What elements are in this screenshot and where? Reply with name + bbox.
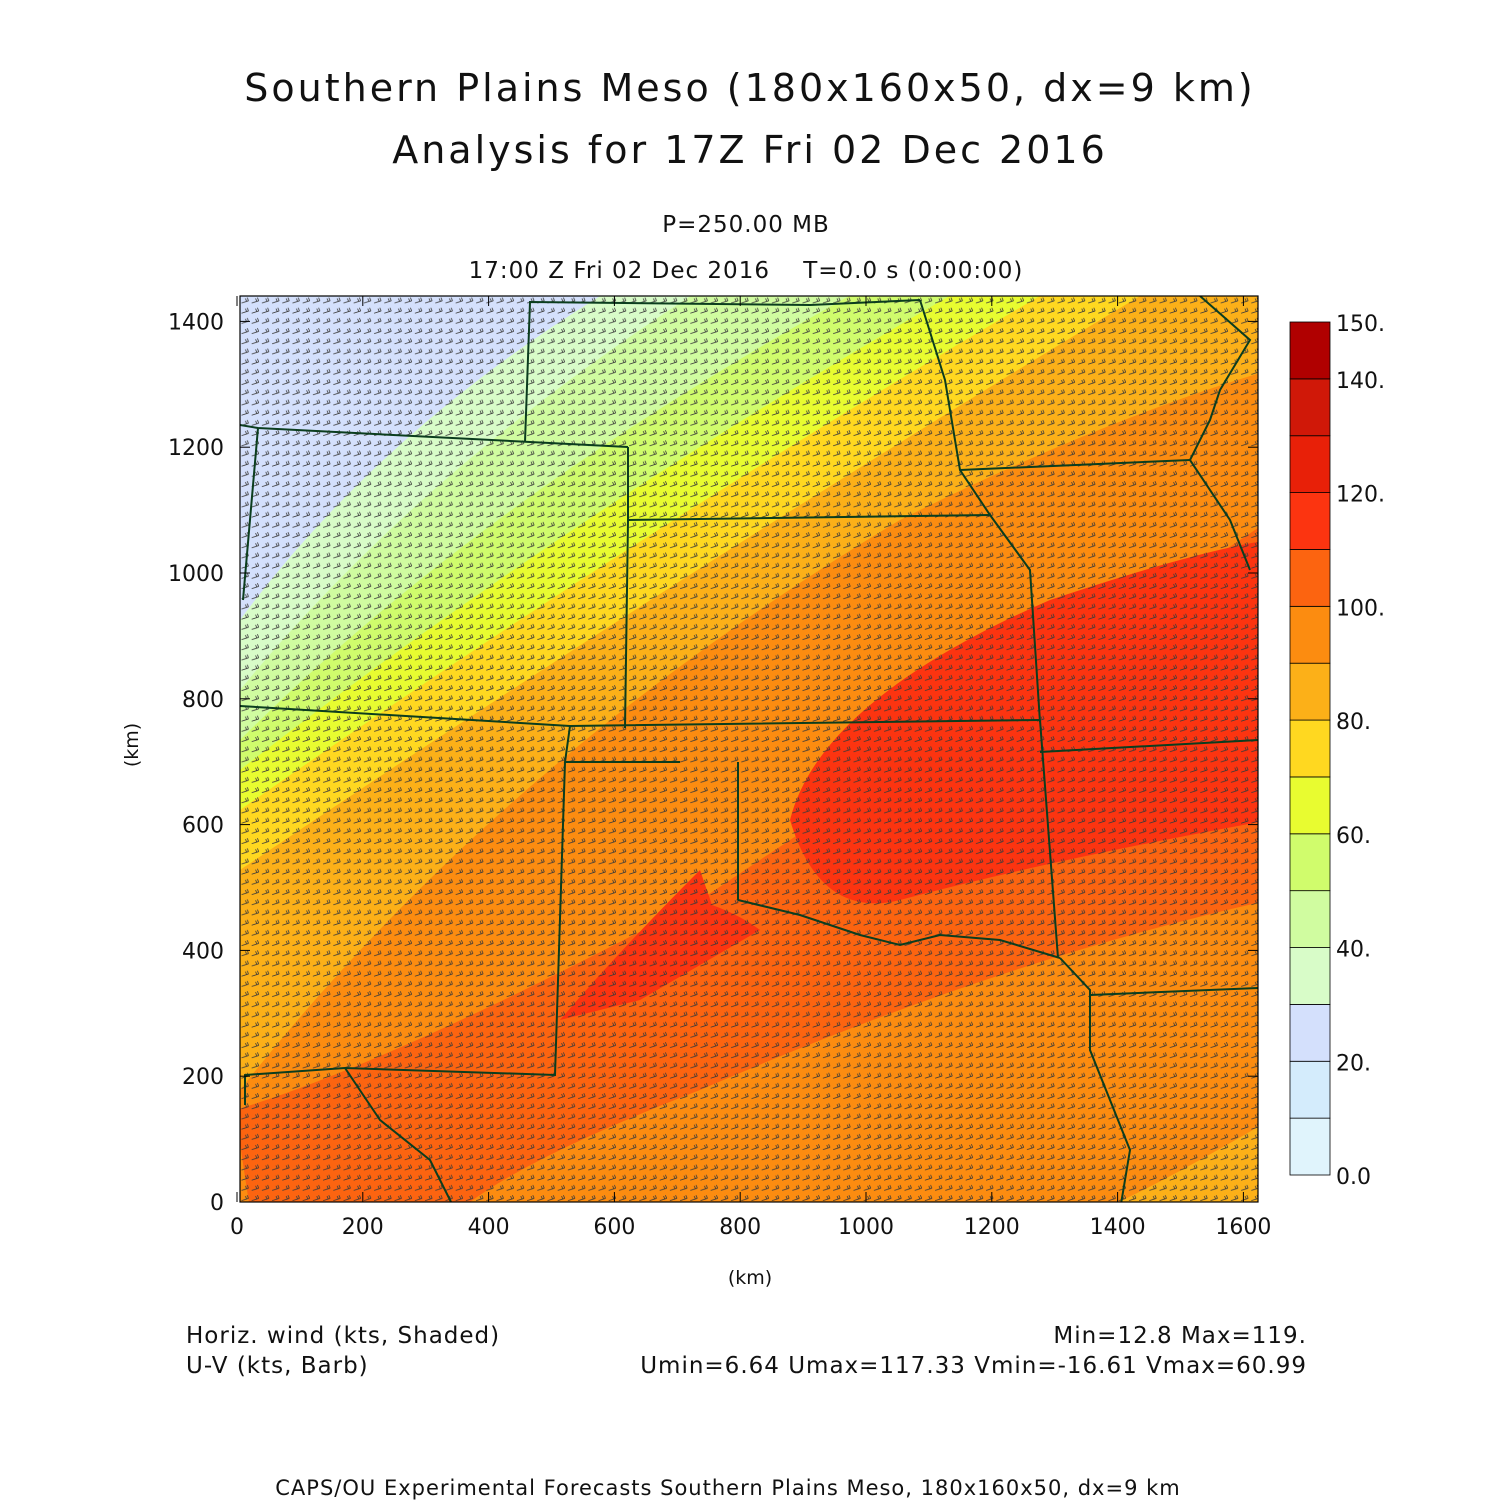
colorbar-bin-140 xyxy=(1289,321,1331,380)
x-tick-label: 1000 xyxy=(838,1215,894,1240)
x-tick-label: 1400 xyxy=(1090,1215,1146,1240)
y-tick-label: 0 xyxy=(210,1191,224,1216)
colorbar-bin-30 xyxy=(1289,947,1331,1005)
state-border-line xyxy=(919,299,1041,723)
min-max-stats: Min=12.8 Max=119. xyxy=(1053,1323,1307,1349)
colorbar-bin-70 xyxy=(1289,719,1331,778)
pressure-level: P=250.00 MB xyxy=(662,212,830,238)
plot-frame xyxy=(239,295,1259,1203)
colorbar-bin-100 xyxy=(1289,549,1331,607)
chart-title-line2: Analysis for 17Z Fri 02 Dec 2016 xyxy=(392,128,1108,172)
state-border-line xyxy=(524,299,921,443)
y-axis-label: (km) xyxy=(121,723,143,767)
colorbar-label: 150. xyxy=(1336,312,1385,337)
y-tick-label: 1200 xyxy=(168,436,224,461)
colorbar: 0.0 20. 40. 60. 80. 100. 120. 140. 150. xyxy=(1289,312,1385,1190)
y-tick-label: 200 xyxy=(182,1065,224,1090)
colorbar-label: 100. xyxy=(1336,596,1385,621)
colorbar-label: 60. xyxy=(1336,824,1371,849)
state-border-line xyxy=(242,427,259,601)
y-tick-label: 800 xyxy=(182,688,224,713)
colorbar-bin-120 xyxy=(1289,435,1331,494)
colorbar-bin-20 xyxy=(1289,1004,1331,1062)
state-border-line xyxy=(737,899,1061,959)
y-tick-label: 400 xyxy=(182,939,224,964)
axis-ticks: 0 200 400 600 800 1000 1200 1400 1600 0 200 400 600 8… xyxy=(168,296,1271,1240)
credit-line: CAPS/OU Experimental Forecasts Southern … xyxy=(275,1476,1181,1500)
colorbar-bin-60 xyxy=(1289,776,1331,835)
state-border-line xyxy=(1039,719,1059,959)
colorbar-label: 40. xyxy=(1336,938,1371,963)
state-border-line xyxy=(1039,739,1258,753)
y-tick-label: 600 xyxy=(182,814,224,839)
colorbar-label: 120. xyxy=(1336,483,1385,508)
colorbar-bin-90 xyxy=(1289,605,1331,664)
x-tick-label: 400 xyxy=(468,1215,510,1240)
y-tick-label: 1400 xyxy=(168,310,224,335)
colorbar-bin-80 xyxy=(1289,662,1331,721)
x-tick-label: 1200 xyxy=(964,1215,1020,1240)
shaded-field-label: Horiz. wind (kts, Shaded) xyxy=(186,1323,501,1349)
state-border-line xyxy=(344,1067,453,1202)
state-border-line xyxy=(1188,296,1252,571)
state-borders xyxy=(240,296,1258,1202)
x-tick-label: 600 xyxy=(593,1215,635,1240)
colorbar-label: 80. xyxy=(1336,710,1371,735)
colorbar-label: 20. xyxy=(1336,1051,1371,1076)
colorbar-label: 0.0 xyxy=(1336,1165,1371,1190)
colorbar-bin-130 xyxy=(1289,378,1331,437)
x-tick-label: 0 xyxy=(230,1215,244,1240)
colorbar-bin-110 xyxy=(1289,492,1331,550)
state-border-line xyxy=(1089,987,1258,996)
barb-field-label: U-V (kts, Barb) xyxy=(186,1353,369,1379)
x-tick-label: 800 xyxy=(719,1215,761,1240)
colorbar-bin-50 xyxy=(1289,833,1331,892)
state-border-line xyxy=(959,459,1191,471)
valid-time: 17:00 Z Fri 02 Dec 2016 T=0.0 s (0:00:00… xyxy=(468,258,1024,284)
uv-stats: Umin=6.64 Umax=117.33 Vmin=-16.61 Vmax=6… xyxy=(640,1353,1307,1379)
chart-title-line1: Southern Plains Meso (180x160x50, dx=9 k… xyxy=(244,66,1256,110)
x-axis-label: (km) xyxy=(728,1267,772,1289)
colorbar-bin-40 xyxy=(1289,890,1331,948)
state-border-line xyxy=(627,514,991,521)
x-tick-label: 200 xyxy=(342,1215,384,1240)
y-tick-label: 1000 xyxy=(168,562,224,587)
state-border-line xyxy=(1059,957,1132,1202)
x-tick-label: 1600 xyxy=(1215,1215,1271,1240)
colorbar-bin-0 xyxy=(1289,1117,1331,1176)
colorbar-label: 140. xyxy=(1336,369,1385,394)
colorbar-bin-10 xyxy=(1289,1060,1331,1119)
